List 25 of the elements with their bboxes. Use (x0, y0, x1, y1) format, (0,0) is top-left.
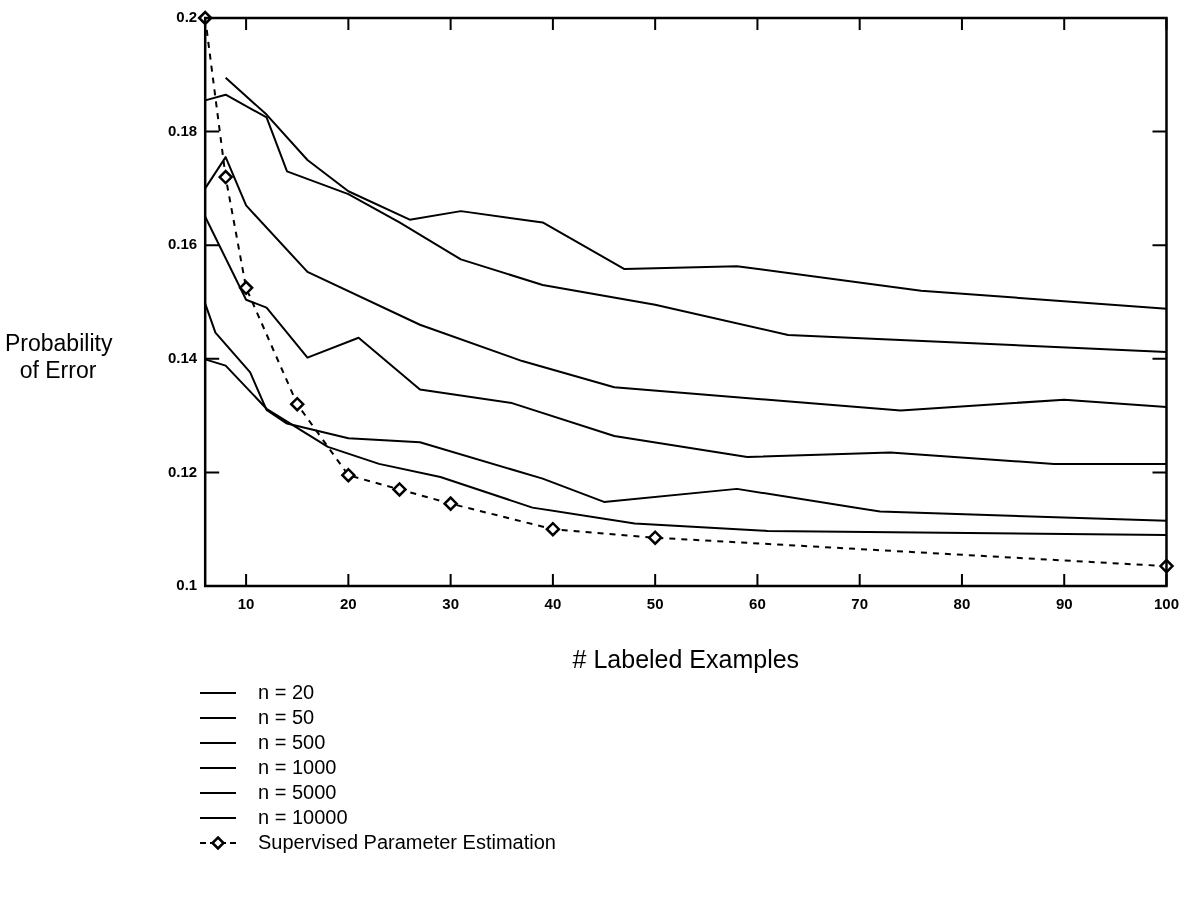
y-tick-label: 0.16 (167, 235, 198, 253)
x-tick-label: 50 (646, 595, 664, 613)
x-tick-label: 70 (851, 595, 869, 613)
x-tick-label: 30 (442, 595, 459, 613)
x-tick-label: 100 (1153, 595, 1179, 613)
x-tick-label: 20 (340, 595, 357, 613)
legend-label: n = 10000 (258, 806, 348, 829)
y-tick-label: 0.18 (167, 121, 198, 139)
x-tick-label: 80 (953, 595, 971, 613)
legend-label: n = 50 (258, 706, 315, 729)
y-axis-title: Probability of Error (5, 330, 113, 384)
legend-label: n = 20 (258, 681, 315, 704)
legend-label: n = 1000 (258, 756, 337, 779)
y-tick-label: 0.12 (167, 462, 198, 480)
x-axis-title: # Labeled Examples (572, 644, 800, 673)
x-tick-label: 10 (237, 595, 255, 613)
y-tick-label: 0.14 (167, 348, 198, 366)
legend-label: Supervised Parameter Estimation (258, 831, 556, 854)
x-tick-label: 90 (1055, 595, 1073, 613)
y-tick-label: 0.2 (176, 8, 198, 26)
legend-label: n = 5000 (258, 781, 337, 804)
x-tick-label: 40 (544, 595, 562, 613)
x-tick-label: 60 (749, 595, 766, 613)
legend-label: n = 500 (258, 731, 326, 754)
y-tick-label: 0.1 (176, 576, 198, 594)
